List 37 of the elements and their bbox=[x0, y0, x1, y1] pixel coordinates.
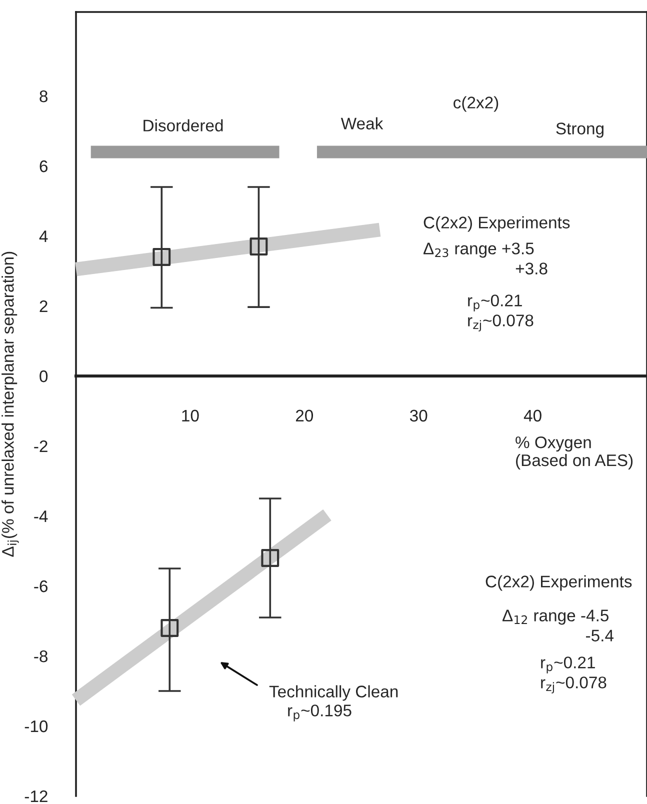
point bbox=[261, 549, 280, 567]
point bbox=[160, 619, 179, 637]
annotation: -5.4 bbox=[586, 630, 614, 642]
x-axis-title: % Oxygen (Based on AES) bbox=[516, 436, 633, 470]
y-tick-label: -10 bbox=[24, 720, 48, 732]
annotation: Δ$_{23}$ range +3.5 bbox=[423, 242, 534, 258]
y-tick-label: -12 bbox=[24, 790, 48, 802]
series-label: Disordered bbox=[144, 119, 223, 132]
y-tick-label: -2 bbox=[34, 440, 48, 452]
annotation: C(2x2) Experiments bbox=[424, 216, 570, 232]
annotation: Δ$_{12}$ range -4.5 bbox=[502, 610, 608, 625]
annotation: r$_{zj}$~0.078 bbox=[541, 676, 606, 694]
y-tick-label: 6 bbox=[40, 160, 48, 172]
x-tick-label: 20 bbox=[296, 410, 314, 422]
y-tick-label: -8 bbox=[34, 650, 48, 662]
x-tick-label: 40 bbox=[524, 410, 542, 422]
point bbox=[250, 238, 268, 256]
y-tick-label: -4 bbox=[34, 510, 48, 522]
annotation: r$_{p}$~0.21 bbox=[468, 294, 522, 312]
y-tick-label: 2 bbox=[40, 300, 48, 312]
x-tick-label: 10 bbox=[182, 410, 199, 422]
annotation: Strong bbox=[556, 122, 604, 138]
x-tick-label: 30 bbox=[410, 410, 428, 422]
annotation: r$_{p}$~0.195 bbox=[288, 704, 352, 722]
text: c(2x2) bbox=[454, 96, 498, 112]
annotation: Technically Clean bbox=[269, 685, 398, 701]
y-tick-label: 0 bbox=[40, 370, 48, 382]
y-tick-label: -6 bbox=[34, 580, 48, 592]
y-axis-title: Δ$_{ij}$(% of unrelaxed interplanar separation) bbox=[2, 252, 19, 557]
annotation: r$_{zj}$~0.078 bbox=[468, 314, 534, 332]
y-tick-label: 8 bbox=[40, 90, 48, 102]
annotation: r$_{p}$~0.21 bbox=[541, 656, 595, 674]
y-tick-label: 4 bbox=[39, 230, 48, 242]
annotation: C(2x2) Experiments bbox=[486, 575, 632, 591]
annotation: Weak bbox=[340, 117, 384, 130]
point bbox=[152, 248, 171, 266]
annotation: +3.8 bbox=[516, 262, 548, 274]
